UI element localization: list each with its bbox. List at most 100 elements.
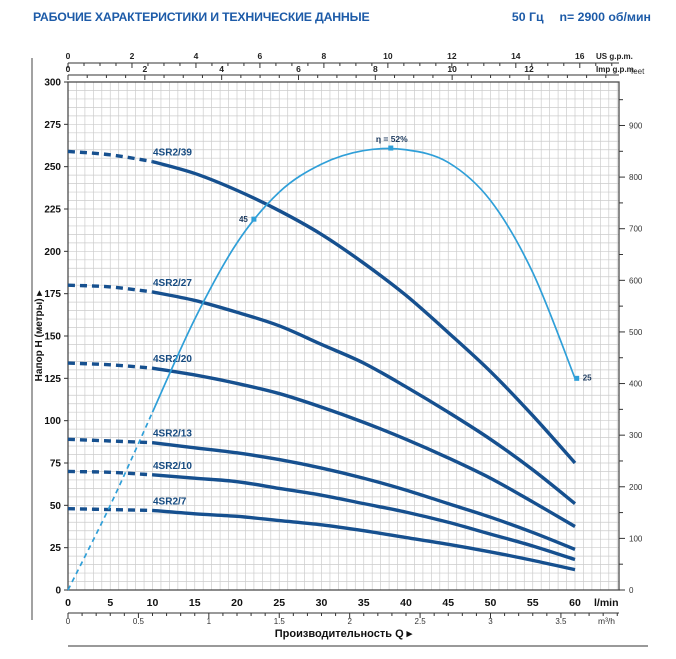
svg-text:0: 0 [629,586,634,595]
curve-label-4SR2-27: 4SR2/27 [153,278,192,289]
efficiency-marker-25: 25 [574,373,592,382]
curve-label-4SR2-39: 4SR2/39 [153,148,192,159]
svg-text:12: 12 [447,51,457,61]
curve-4SR2-10: 4SR2/10 [67,461,576,562]
svg-text:275: 275 [44,120,61,131]
svg-text:800: 800 [629,173,643,182]
svg-text:2.5: 2.5 [415,617,427,626]
efficiency-marker-52: η = 52% [376,134,408,151]
svg-text:150: 150 [44,332,61,343]
svg-text:14: 14 [511,51,521,61]
curve-label-4SR2-20: 4SR2/20 [153,354,192,365]
svg-text:8: 8 [322,51,327,61]
svg-text:45: 45 [442,597,454,609]
svg-text:15: 15 [189,597,201,609]
svg-text:feet: feet [631,67,645,76]
svg-text:3: 3 [488,617,493,626]
svg-text:8: 8 [373,64,378,74]
svg-text:250: 250 [44,162,61,173]
svg-text:50: 50 [50,501,62,512]
svg-text:75: 75 [50,459,62,470]
svg-text:Imp g.p.m.: Imp g.p.m. [596,65,636,74]
svg-text:700: 700 [629,225,643,234]
header-specs: 50 Гц n= 2900 об/мин [512,10,651,24]
svg-text:3.5: 3.5 [555,617,567,626]
curve-4SR2-7: 4SR2/7 [67,496,576,572]
svg-text:5: 5 [107,597,113,609]
y-axis-title-text: Напор H (метры) ▸ [34,290,45,382]
curve-4SR2-13: 4SR2/13 [67,429,576,551]
svg-text:4: 4 [219,64,224,74]
svg-text:0: 0 [66,64,71,74]
axis-imp-gpm: 0 2 4 6 8 10 12 Imp g.p.m. [66,64,636,80]
svg-text:400: 400 [629,380,643,389]
svg-text:55: 55 [527,597,539,609]
plot-grid [68,82,619,590]
svg-text:35: 35 [358,597,370,609]
svg-text:10: 10 [447,64,457,74]
svg-text:Производительность Q ▸: Производительность Q ▸ [275,628,413,640]
svg-text:16: 16 [575,51,585,61]
frequency-label: 50 Гц [511,10,544,24]
svg-text:40: 40 [400,597,412,609]
svg-text:300: 300 [629,431,643,440]
svg-text:m³/h: m³/h [598,616,615,626]
axis-feet: 0 100 200 300 400 500 600 700 800 900 feet [619,67,645,595]
svg-text:0: 0 [66,617,71,626]
svg-text:10: 10 [383,51,393,61]
svg-text:1.5: 1.5 [274,617,286,626]
svg-text:300: 300 [44,78,61,89]
svg-text:900: 900 [629,121,643,130]
svg-text:6: 6 [258,51,263,61]
x-axis-title: Производительность Q ▸ [275,628,413,640]
svg-text:45: 45 [239,215,248,224]
svg-text:500: 500 [629,328,643,337]
svg-text:200: 200 [629,483,643,492]
svg-text:60: 60 [569,597,581,609]
svg-text:US g.p.m.: US g.p.m. [596,52,633,61]
svg-text:2: 2 [130,51,135,61]
efficiency-curve [67,147,576,591]
svg-text:12: 12 [524,64,534,74]
svg-text:l/min: l/min [594,597,619,609]
svg-text:0: 0 [66,51,71,61]
svg-text:50: 50 [485,597,497,609]
svg-text:6: 6 [296,64,301,74]
svg-text:0.5: 0.5 [133,617,145,626]
svg-text:125: 125 [44,374,61,385]
svg-text:175: 175 [44,289,61,300]
y-axis-title: Напор H (метры) ▸ [34,290,45,382]
curve-label-4SR2-7: 4SR2/7 [153,496,187,507]
svg-text:25: 25 [50,543,62,554]
efficiency-marker-45: 45 [239,215,257,224]
svg-text:25: 25 [273,597,285,609]
svg-text:0: 0 [65,597,71,609]
svg-text:4: 4 [194,51,199,61]
svg-text:100: 100 [629,534,643,543]
curve-4SR2-27: 4SR2/27 [67,278,577,505]
speed-label: n= 2900 об/мин [559,10,652,24]
curve-4SR2-20: 4SR2/20 [67,354,576,528]
svg-text:25: 25 [583,373,592,382]
curve-label-4SR2-10: 4SR2/10 [153,461,192,472]
axis-m3h: 0 0.5 1 1.5 2 2.5 3 3.5 m³/h [66,612,619,626]
svg-text:30: 30 [316,597,328,609]
svg-text:200: 200 [44,247,61,258]
svg-text:100: 100 [44,416,61,427]
svg-text:20: 20 [231,597,243,609]
svg-text:225: 225 [44,205,61,216]
svg-text:10: 10 [147,597,159,609]
svg-text:2: 2 [347,617,352,626]
svg-text:η = 52%: η = 52% [376,134,408,144]
svg-text:1: 1 [207,617,212,626]
axis-us-gpm: 0 2 4 6 8 10 12 14 16 US g.p.m. [66,51,633,68]
svg-text:2: 2 [142,64,147,74]
curve-4SR2-39: 4SR2/39 [67,148,577,465]
page-title: РАБОЧИЕ ХАРАКТЕРИСТИКИ И ТЕХНИЧЕСКИЕ ДАН… [33,10,370,24]
axis-lmin: 0 5 10 15 20 25 30 35 40 45 50 55 60 l/min [65,597,618,609]
svg-text:600: 600 [629,276,643,285]
curve-label-4SR2-13: 4SR2/13 [153,429,192,440]
svg-text:0: 0 [55,586,61,597]
